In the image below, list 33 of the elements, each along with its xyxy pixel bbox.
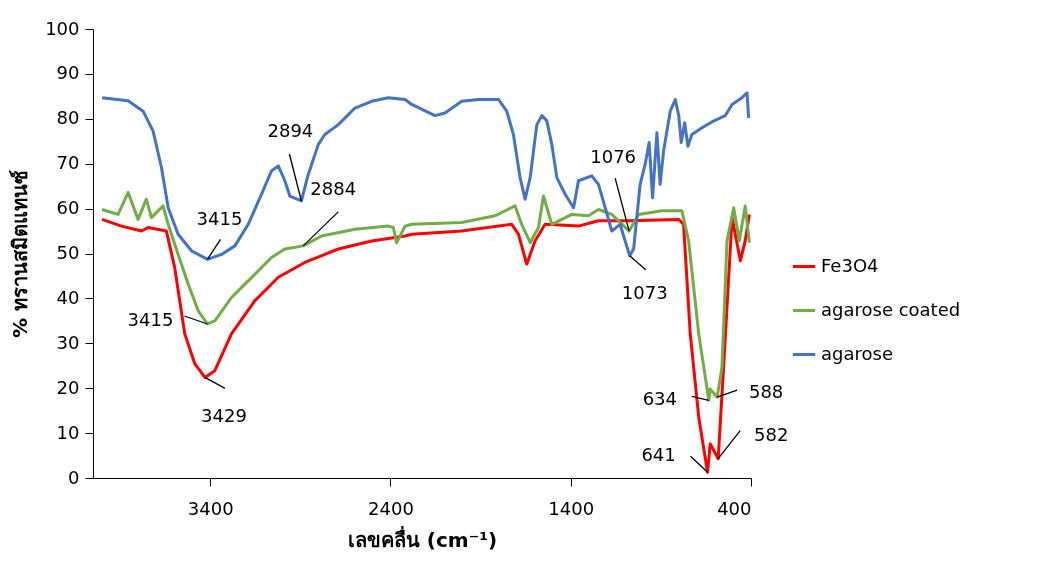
line-series bbox=[100, 91, 751, 261]
y-tick-label: 0 bbox=[68, 466, 80, 488]
y-tick-label: 40 bbox=[56, 286, 80, 308]
x-axis-title: เลขคลื่น (cm⁻¹) bbox=[347, 524, 498, 552]
legend-label: Fe3O4 bbox=[821, 254, 879, 276]
legend-label: agarose bbox=[821, 342, 893, 364]
x-tick-label: 2400 bbox=[368, 497, 414, 519]
x-tick-label: 400 bbox=[717, 497, 752, 519]
y-tick-label: 10 bbox=[56, 421, 80, 443]
legend-label: agarose coated bbox=[821, 298, 961, 320]
y-tick-label: 70 bbox=[56, 152, 80, 174]
annotation: 1076 bbox=[590, 146, 637, 168]
y-tick-label: 90 bbox=[56, 62, 80, 84]
annotation: 3429 bbox=[201, 405, 247, 427]
annotation: 2884 bbox=[310, 177, 357, 199]
y-tick-label: 30 bbox=[56, 331, 80, 353]
annotation: 588 bbox=[748, 381, 784, 403]
y-axis-title: % ทรานสมิตแทนซ์ bbox=[8, 169, 33, 339]
annotation: 641 bbox=[641, 444, 676, 466]
y-tick-label: 60 bbox=[56, 197, 80, 219]
y-tick-label: 100 bbox=[45, 17, 80, 39]
annotation: 2894 bbox=[267, 119, 314, 141]
annotation: 634 bbox=[642, 388, 677, 410]
annotation: 582 bbox=[754, 423, 789, 445]
annotation: 3415 bbox=[196, 208, 243, 230]
y-tick-label: 20 bbox=[56, 376, 80, 398]
y-tick-label: 80 bbox=[56, 107, 80, 129]
annotation: 3415 bbox=[127, 308, 174, 330]
x-tick-label: 1400 bbox=[548, 497, 595, 519]
annotation: 1073 bbox=[621, 281, 668, 303]
line-series bbox=[100, 212, 751, 474]
y-tick-label: 50 bbox=[56, 242, 80, 263]
x-tick-label: 3400 bbox=[187, 497, 234, 519]
